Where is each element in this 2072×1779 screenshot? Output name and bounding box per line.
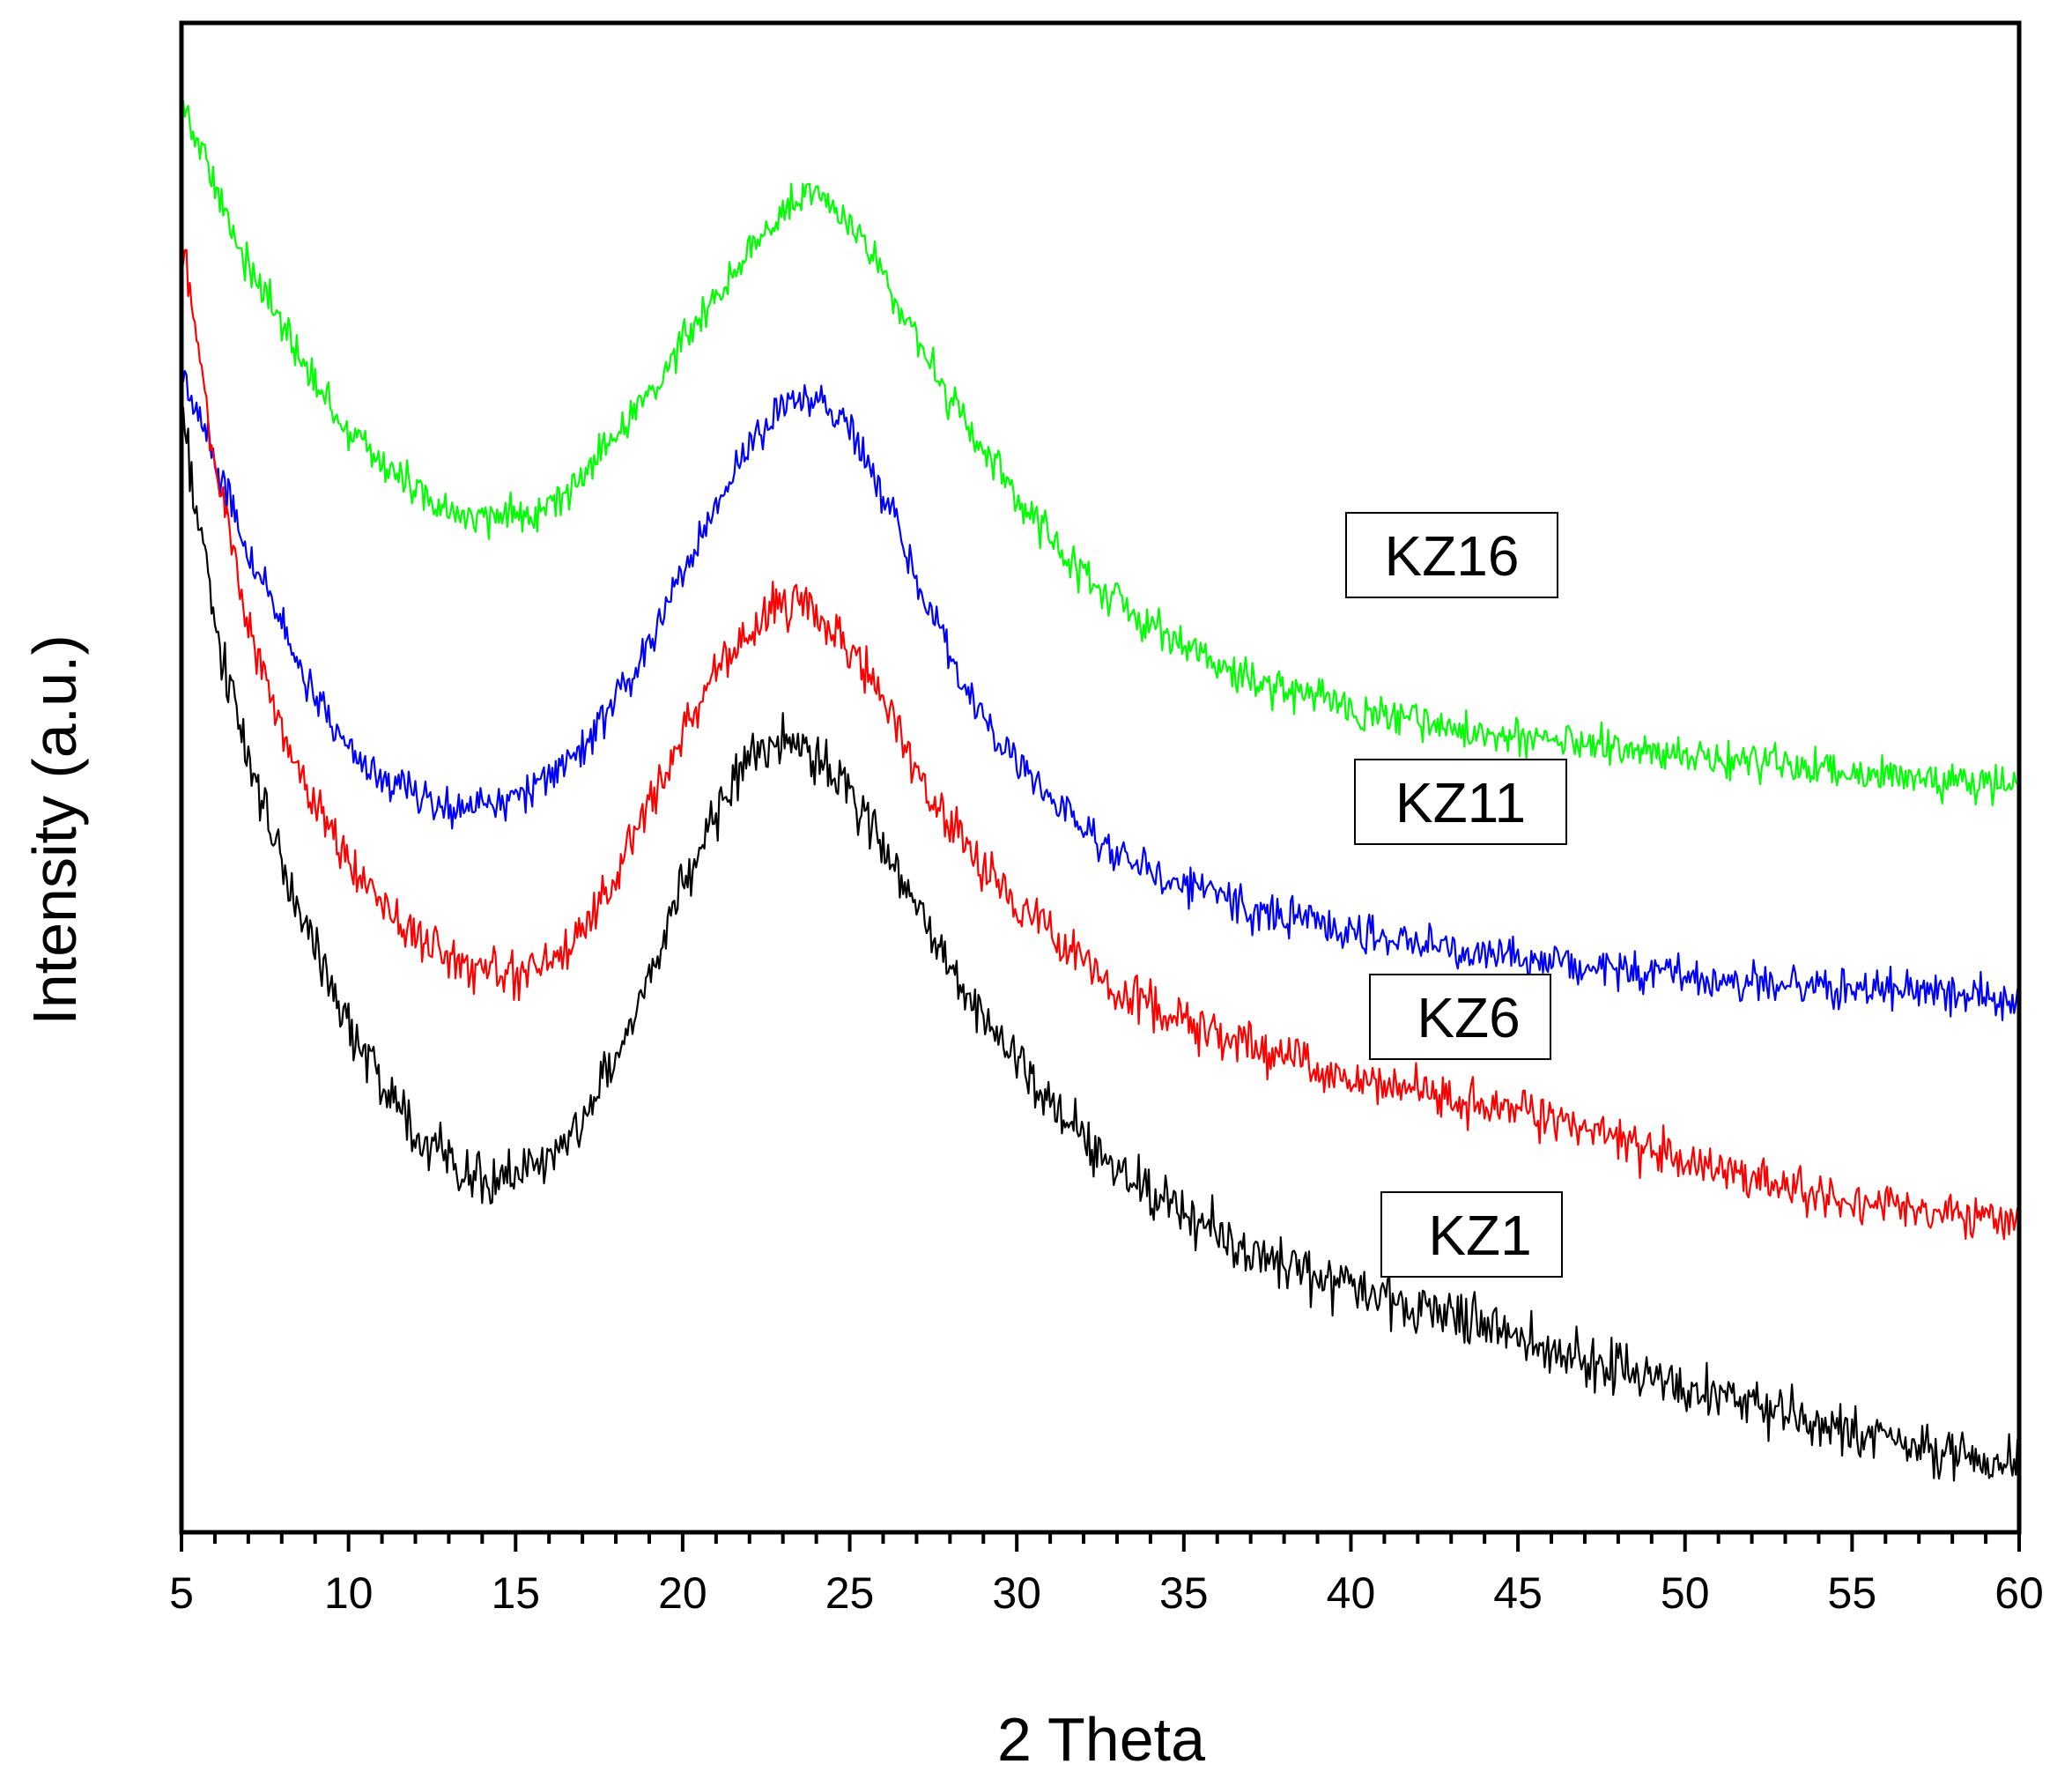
legend-box-kz1: KZ1 [1380, 1191, 1563, 1278]
y-axis-title: Intensity (a.u.) [20, 634, 89, 1026]
legend-label-kz6: KZ6 [1417, 986, 1520, 1049]
series-line-kz16 [180, 100, 2020, 807]
series-line-kz11 [180, 370, 2021, 1022]
x-tick-label: 20 [658, 1568, 707, 1618]
x-tick-label: 10 [324, 1568, 374, 1618]
legend-box-kz16: KZ16 [1345, 512, 1558, 598]
series-layer [180, 100, 2021, 1482]
legend-layer: KZ16 KZ11 KZ6 KZ1 [1345, 512, 1567, 1278]
x-tick-label: 35 [1159, 1568, 1209, 1618]
legend-box-kz11: KZ11 [1354, 759, 1567, 845]
x-tick-label: 5 [169, 1568, 194, 1618]
series-line-kz6 [180, 240, 2021, 1241]
x-axis-ticks: 5 10 15 20 25 30 35 40 45 50 55 60 [169, 1532, 2044, 1618]
x-tick-label: 30 [992, 1568, 1041, 1618]
x-tick-label: 55 [1828, 1568, 1877, 1618]
x-tick-label: 15 [491, 1568, 540, 1618]
series-line-kz1 [180, 406, 2021, 1482]
x-tick-label: 60 [1994, 1568, 2044, 1618]
x-tick-label: 45 [1493, 1568, 1543, 1618]
x-tick-label: 40 [1327, 1568, 1376, 1618]
x-axis-title: 2 Theta [997, 1705, 1205, 1774]
legend-label-kz16: KZ16 [1385, 524, 1520, 588]
legend-label-kz1: KZ1 [1428, 1204, 1531, 1267]
legend-label-kz11: KZ11 [1395, 771, 1526, 834]
x-tick-label: 50 [1661, 1568, 1710, 1618]
legend-box-kz6: KZ6 [1369, 974, 1551, 1060]
plot-frame [179, 20, 2022, 1535]
x-tick-label: 25 [825, 1568, 875, 1618]
